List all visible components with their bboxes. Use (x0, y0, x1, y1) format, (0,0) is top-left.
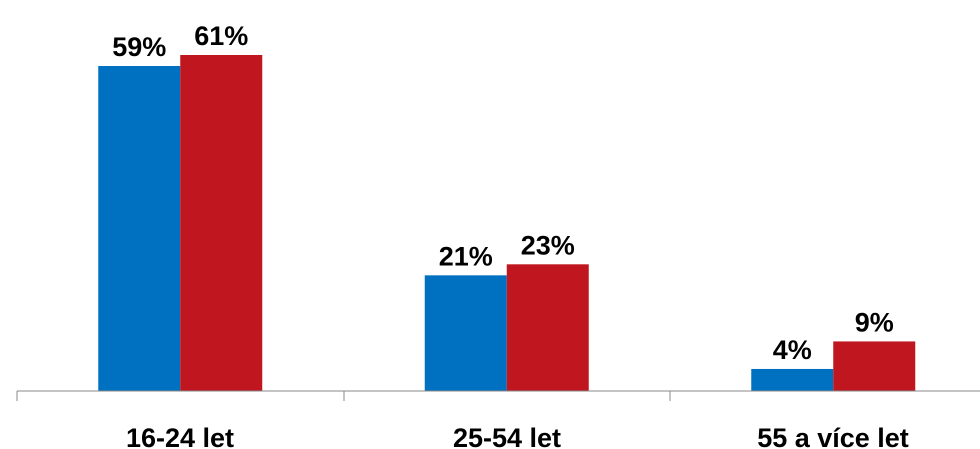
category-label: 25-54 let (453, 423, 561, 449)
bar-value-label: 23% (521, 230, 575, 260)
bars-group (98, 55, 916, 392)
x-axis-ticks (16, 391, 671, 401)
bar (424, 275, 507, 391)
category-labels-group: 16-24 let 25-54 let 55 a více let (126, 423, 909, 449)
bar-value-label: 61% (194, 21, 248, 51)
bar (506, 264, 589, 391)
bar-value-label: 21% (439, 241, 493, 271)
bar (833, 341, 916, 391)
bar (98, 66, 181, 392)
bar-value-label: 59% (112, 32, 166, 62)
bar-value-label: 9% (855, 307, 894, 337)
bar (180, 55, 263, 391)
value-labels-group: 59% 61% 21% 23% 4% 9% (112, 21, 894, 365)
bar (751, 368, 834, 391)
bar-value-label: 4% (773, 335, 812, 365)
category-label: 55 a více let (757, 423, 909, 449)
category-label: 16-24 let (126, 423, 234, 449)
